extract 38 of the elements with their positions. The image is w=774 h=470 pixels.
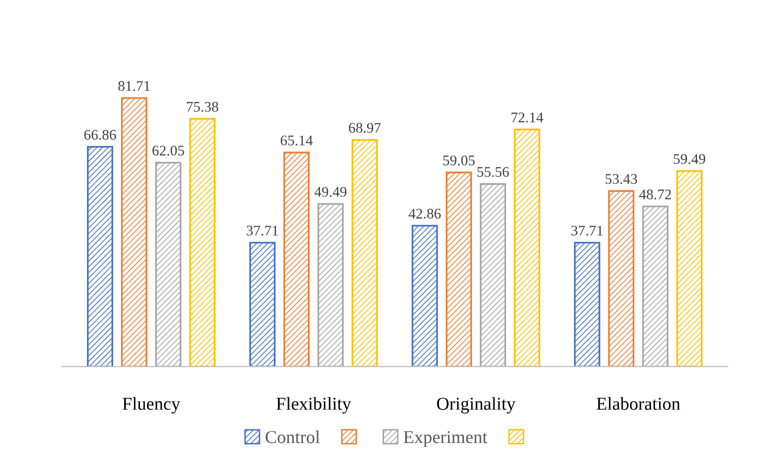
bar bbox=[86, 146, 114, 367]
x-tick-label: Flexibility bbox=[276, 397, 352, 414]
bar bbox=[574, 242, 600, 367]
data-label: 49.49 bbox=[314, 187, 346, 197]
data-label: 75.38 bbox=[186, 102, 218, 112]
bar bbox=[514, 128, 540, 367]
bar bbox=[480, 183, 506, 367]
bar bbox=[189, 118, 216, 367]
legend-label: Experiment bbox=[404, 431, 488, 447]
x-tick-label: Elaboration bbox=[596, 397, 680, 410]
bar bbox=[155, 162, 182, 367]
bar bbox=[121, 97, 148, 367]
bar bbox=[318, 203, 344, 367]
data-label: 42.86 bbox=[408, 208, 441, 219]
data-label: 68.97 bbox=[348, 122, 381, 133]
bar bbox=[352, 139, 378, 367]
bar bbox=[642, 206, 668, 367]
data-label: 37.71 bbox=[571, 226, 603, 236]
data-label: 53.43 bbox=[606, 174, 638, 184]
data-label: 65.14 bbox=[280, 136, 313, 146]
bar bbox=[249, 242, 276, 367]
data-label: 72.14 bbox=[512, 112, 544, 122]
bar bbox=[283, 152, 310, 367]
data-label: 66.86 bbox=[84, 130, 116, 140]
bar bbox=[412, 224, 438, 367]
data-label: 59.05 bbox=[443, 156, 475, 166]
x-tick-label: Fluency bbox=[122, 397, 180, 414]
bar bbox=[446, 172, 472, 367]
data-label: 59.49 bbox=[674, 154, 706, 164]
bar bbox=[676, 170, 703, 367]
data-label: 48.72 bbox=[639, 189, 671, 200]
x-tick-label: Originality bbox=[437, 397, 516, 414]
data-label: 81.71 bbox=[118, 81, 150, 91]
legend-label: Control bbox=[266, 430, 320, 444]
data-label: 62.05 bbox=[152, 146, 184, 156]
data-label: 37.71 bbox=[246, 226, 278, 236]
data-label: 55.56 bbox=[477, 167, 509, 177]
bar bbox=[608, 190, 634, 367]
